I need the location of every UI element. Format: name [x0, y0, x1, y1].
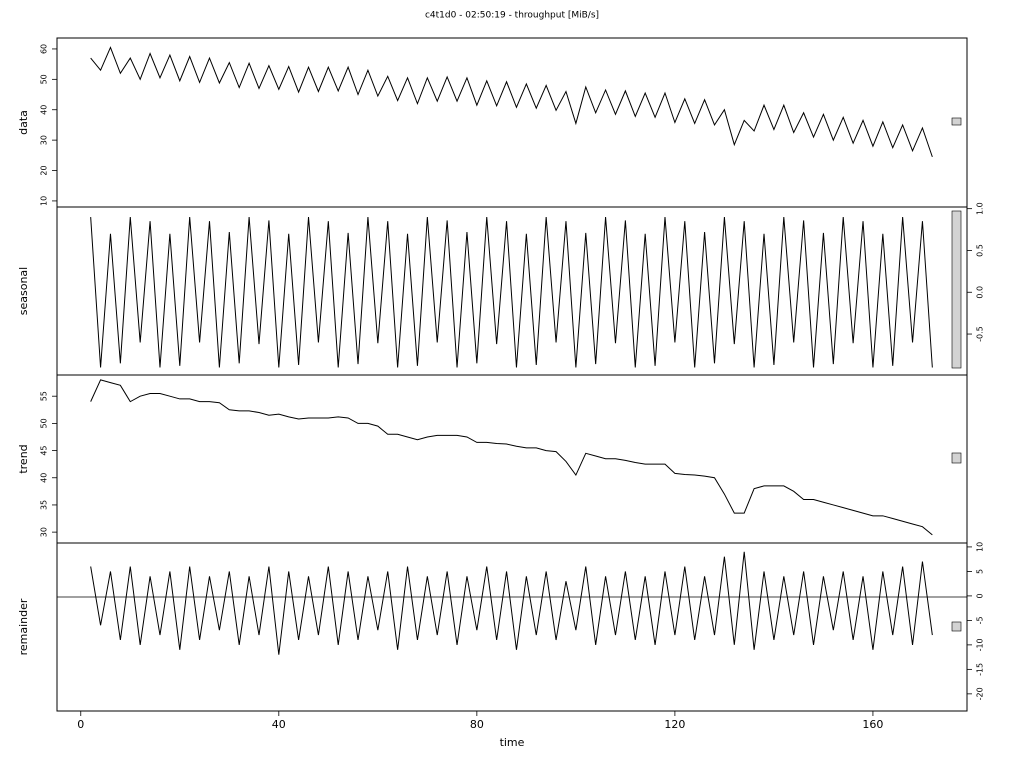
y-tick-label: 40 — [40, 473, 49, 483]
data-line — [90, 379, 933, 536]
range-bar — [951, 210, 962, 369]
y-tick-label: -5 — [976, 616, 985, 624]
y-tick-label: 35 — [40, 500, 49, 510]
range-bar — [951, 621, 962, 632]
data-line — [90, 46, 933, 158]
range-bar — [951, 117, 962, 126]
y-tick-label: 60 — [40, 44, 49, 54]
y-axis-label: remainder — [17, 598, 30, 655]
range-bars — [951, 117, 962, 632]
y-tick-label: 0.5 — [976, 244, 985, 257]
y-axis-label: seasonal — [17, 267, 30, 315]
panel-frame — [56, 206, 968, 376]
y-axis-label: trend — [17, 444, 30, 473]
y-axis-label: data — [17, 110, 30, 135]
y-tick-label: 1.0 — [976, 202, 985, 215]
panel-frame — [56, 542, 968, 712]
range-bar — [951, 452, 962, 464]
y-tick-label: -10 — [976, 638, 985, 651]
y-tick-label: 50 — [40, 74, 49, 84]
y-tick-label: 45 — [40, 445, 49, 455]
y-tick-label: 40 — [40, 105, 49, 115]
data-line — [90, 551, 933, 655]
y-tick-label: 30 — [40, 135, 49, 145]
y-tick-label: 50 — [40, 418, 49, 428]
x-tick-label: 40 — [272, 718, 286, 731]
x-tick-label: 0 — [77, 718, 84, 731]
y-tick-label: -20 — [976, 687, 985, 700]
y-tick-label: 0.0 — [976, 286, 985, 299]
chart-title: c4t1d0 - 02:50:19 - throughput [MiB/s] — [425, 11, 599, 21]
y-tick-label: 10 — [40, 196, 49, 206]
y-tick-label: 10 — [976, 542, 985, 552]
y-tick-label: -15 — [976, 663, 985, 676]
y-tick-label: -0.5 — [976, 326, 985, 342]
x-tick-label: 160 — [862, 718, 883, 731]
data-line — [90, 216, 933, 368]
y-tick-label: 55 — [40, 391, 49, 401]
panel-frame — [56, 37, 968, 208]
y-tick-label: 30 — [40, 527, 49, 537]
x-tick-label: 120 — [664, 718, 685, 731]
x-tick-label: 80 — [470, 718, 484, 731]
x-axis-label: time — [500, 736, 525, 749]
y-tick-label: 0 — [976, 593, 985, 598]
y-tick-label: 20 — [40, 165, 49, 175]
y-tick-label: 5 — [976, 569, 985, 574]
